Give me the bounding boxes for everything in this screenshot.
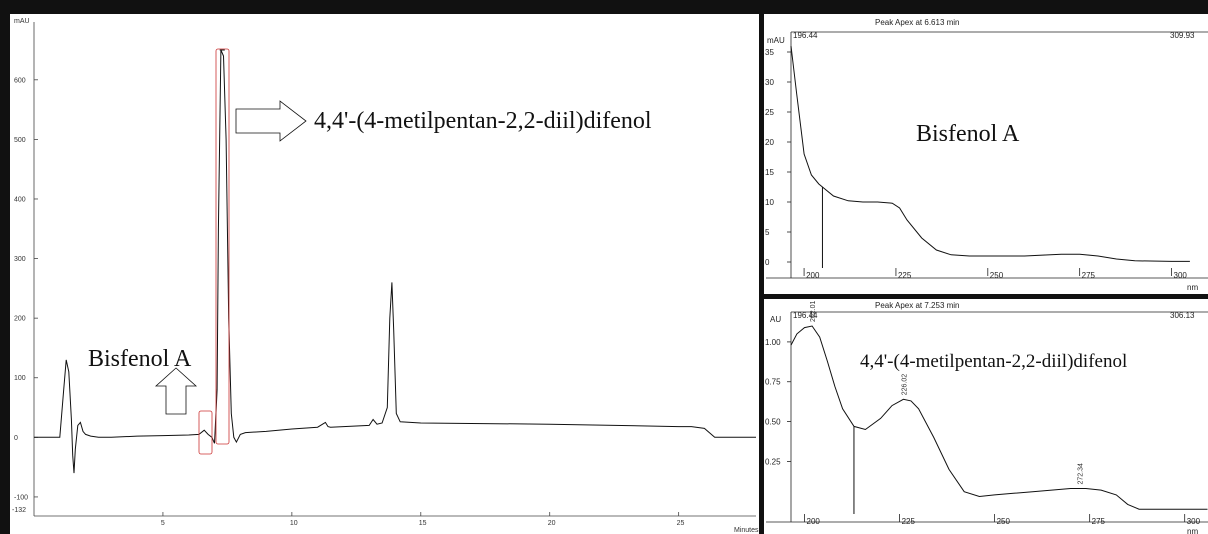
bisfenol-peak-marker <box>198 410 213 455</box>
spectrum2-peak-label: 272.34 <box>1078 463 1085 485</box>
spectrum2-peak-labels: 202.01 226.02 272.34 <box>810 300 1084 484</box>
chrom-y-tick-label: 400 <box>14 196 26 203</box>
spectrum-y-tick-label: 5 <box>765 228 770 237</box>
spectrum-y-tick-label: 0.50 <box>765 418 781 427</box>
panel-divider <box>759 0 764 534</box>
bisfenol-label: Bisfenol A <box>88 346 192 372</box>
chrom-y-unit-label: mAU <box>14 18 30 25</box>
spectrum1-x-unit: nm <box>1187 283 1198 292</box>
spectrum-y-tick-label: 0.25 <box>765 457 781 466</box>
spectrum-x-tick-label: 225 <box>898 271 912 280</box>
spectrum2-peak-label: 202.01 <box>810 300 817 322</box>
top-border <box>0 0 1208 14</box>
spectrum-bisfenol-panel: Peak Apex at 6.613 min mAU 196.44 309.93… <box>765 18 1208 292</box>
spectrum-x-tick-label: 250 <box>997 517 1011 526</box>
spectrum2-y-unit: AU <box>770 315 781 324</box>
spectrum-x-tick-label: 275 <box>1082 271 1096 280</box>
main-peak-marker <box>215 48 230 445</box>
spectrum1-y-unit: mAU <box>767 36 785 45</box>
spectrum1-ticks: 0 5 10 15 20 25 30 35 200 225 250 275 300 <box>765 48 1187 280</box>
spectrum1-trace <box>790 45 1190 262</box>
spectrum-x-tick-label: 200 <box>806 271 820 280</box>
spectrum1-xmin-label: 196.44 <box>793 31 818 40</box>
right-arrow-icon <box>235 100 307 142</box>
spectrum-y-tick-label: 0.75 <box>765 378 781 387</box>
spectrum-x-tick-label: 300 <box>1174 271 1188 280</box>
chrom-ticks: -100 0 100 200 300 400 500 600 5 10 15 20 25 <box>14 77 685 527</box>
spectrum2-xmin-label: 196.44 <box>793 311 818 320</box>
chrom-y-tick-label: 100 <box>14 375 26 382</box>
spectrum-x-tick-label: 300 <box>1187 517 1201 526</box>
spectrum1-xmax-label: 309.93 <box>1170 31 1195 40</box>
spectrum-difenol-panel: Peak Apex at 7.253 min AU 196.44 306.13 … <box>765 300 1208 534</box>
spectrum2-trace <box>790 325 1208 510</box>
spectrum2-annotation: 4,4'-(4-metilpentan-2,2-diil)difenol <box>860 351 1127 372</box>
chrom-x-tick-label: 20 <box>548 520 556 527</box>
spectrum-y-tick-label: 1.00 <box>765 338 781 347</box>
spectrum-y-tick-label: 0 <box>765 258 770 267</box>
spectrum-y-tick-label: 10 <box>765 198 774 207</box>
spectrum1-title: Peak Apex at 6.613 min <box>875 18 960 27</box>
spectrum-y-tick-label: 35 <box>765 48 774 57</box>
chrom-y-tick-label: -100 <box>14 494 28 501</box>
spectrum-x-tick-label: 225 <box>902 517 916 526</box>
chrom-y-tick-label: 0 <box>14 435 18 442</box>
spectrum-x-tick-label: 275 <box>1092 517 1106 526</box>
spectrum2-peak-label: 226.02 <box>901 374 908 396</box>
chrom-y-tick-label: 600 <box>14 77 26 84</box>
spectrum-y-tick-label: 20 <box>765 138 774 147</box>
spectrum1-annotation: Bisfenol A <box>916 121 1020 147</box>
spectrum-x-tick-label: 250 <box>990 271 1004 280</box>
left-border <box>0 0 10 534</box>
up-arrow-icon <box>154 367 198 415</box>
chrom-x-unit-label: Minutes <box>734 527 759 534</box>
main-compound-label: 4,4'-(4-metilpentan-2,2-diil)difenol <box>314 108 652 134</box>
spectrum2-title: Peak Apex at 7.253 min <box>875 301 960 310</box>
spectrum2-ticks: 0.25 0.50 0.75 1.00 200 225 250 275 300 <box>765 338 1201 526</box>
chrom-y-tick-label: 500 <box>14 137 26 144</box>
spectrum-y-tick-label: 15 <box>765 168 774 177</box>
spectrum-y-tick-label: 30 <box>765 78 774 87</box>
spectra-divider <box>764 294 1208 299</box>
spectrum2-x-unit: nm <box>1187 527 1198 534</box>
chromatogram-panel: mAU Minutes -132 -100 0 100 200 300 400 500 600… <box>12 18 759 534</box>
chrom-y-tick-label: 300 <box>14 256 26 263</box>
chrom-y-tick-label: 200 <box>14 316 26 323</box>
spectrum2-xmax-label: 306.13 <box>1170 311 1195 320</box>
spectrum-x-tick-label: 200 <box>807 517 821 526</box>
chrom-x-tick-label: 25 <box>677 520 685 527</box>
chrom-x-tick-label: 15 <box>419 520 427 527</box>
chrom-x-tick-label: 5 <box>161 520 165 527</box>
chrom-y-min-label: -132 <box>12 507 26 514</box>
chrom-x-tick-label: 10 <box>290 520 298 527</box>
spectrum-y-tick-label: 25 <box>765 108 774 117</box>
